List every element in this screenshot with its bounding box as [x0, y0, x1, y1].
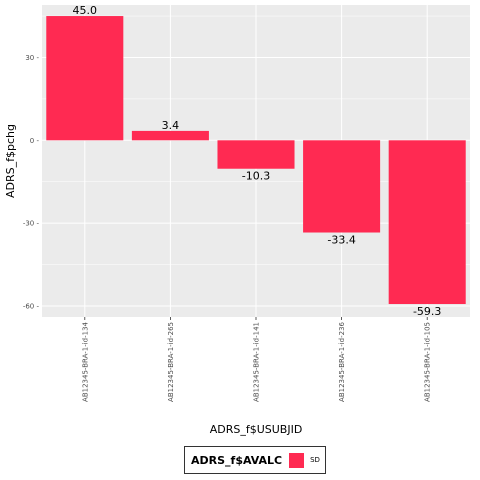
x-tick-label: AB12345-BRA-1-id-105 [424, 322, 432, 402]
y-tick-label: -60 - [23, 302, 40, 310]
data-label: 3.4 [162, 119, 180, 132]
legend-label-sd: SD [310, 456, 320, 464]
data-label: -59.3 [413, 305, 441, 318]
y-tick-label: -30 - [23, 220, 40, 228]
data-label: -33.4 [327, 234, 355, 247]
bars [46, 16, 466, 305]
data-labels: 45.0 3.4 -10.3 -33.4 -59.3 [73, 4, 442, 318]
y-tick-label: 0 - [30, 137, 40, 145]
x-tick-label: AB12345-BRA-1-id-265 [167, 322, 175, 402]
x-tick-label: AB12345-BRA-1-id-141 [253, 322, 261, 402]
data-label: -10.3 [242, 170, 270, 183]
bar [303, 140, 381, 233]
y-axis: 30 - 0 - -30 - -60 - [23, 54, 40, 310]
x-tick-label: AB12345-BRA-1-id-236 [338, 321, 346, 401]
bar [217, 140, 295, 169]
legend-key-sd [288, 451, 306, 469]
legend-title: ADRS_f$AVALC [191, 453, 283, 467]
legend: ADRS_f$AVALC SD [184, 446, 326, 474]
x-axis-title: ADRS_f$USUBJID [210, 423, 303, 436]
data-label: 45.0 [73, 4, 98, 17]
y-axis-title: ADRS_f$pchg [4, 124, 17, 198]
x-tick-label: AB12345-BRA-1-id-134 [81, 321, 89, 401]
bar [131, 130, 209, 141]
y-tick-label: 30 - [25, 54, 39, 62]
x-axis: AB12345-BRA-1-id-134 AB12345-BRA-1-id-265… [81, 317, 432, 402]
bar [388, 140, 466, 305]
bar [46, 16, 124, 141]
